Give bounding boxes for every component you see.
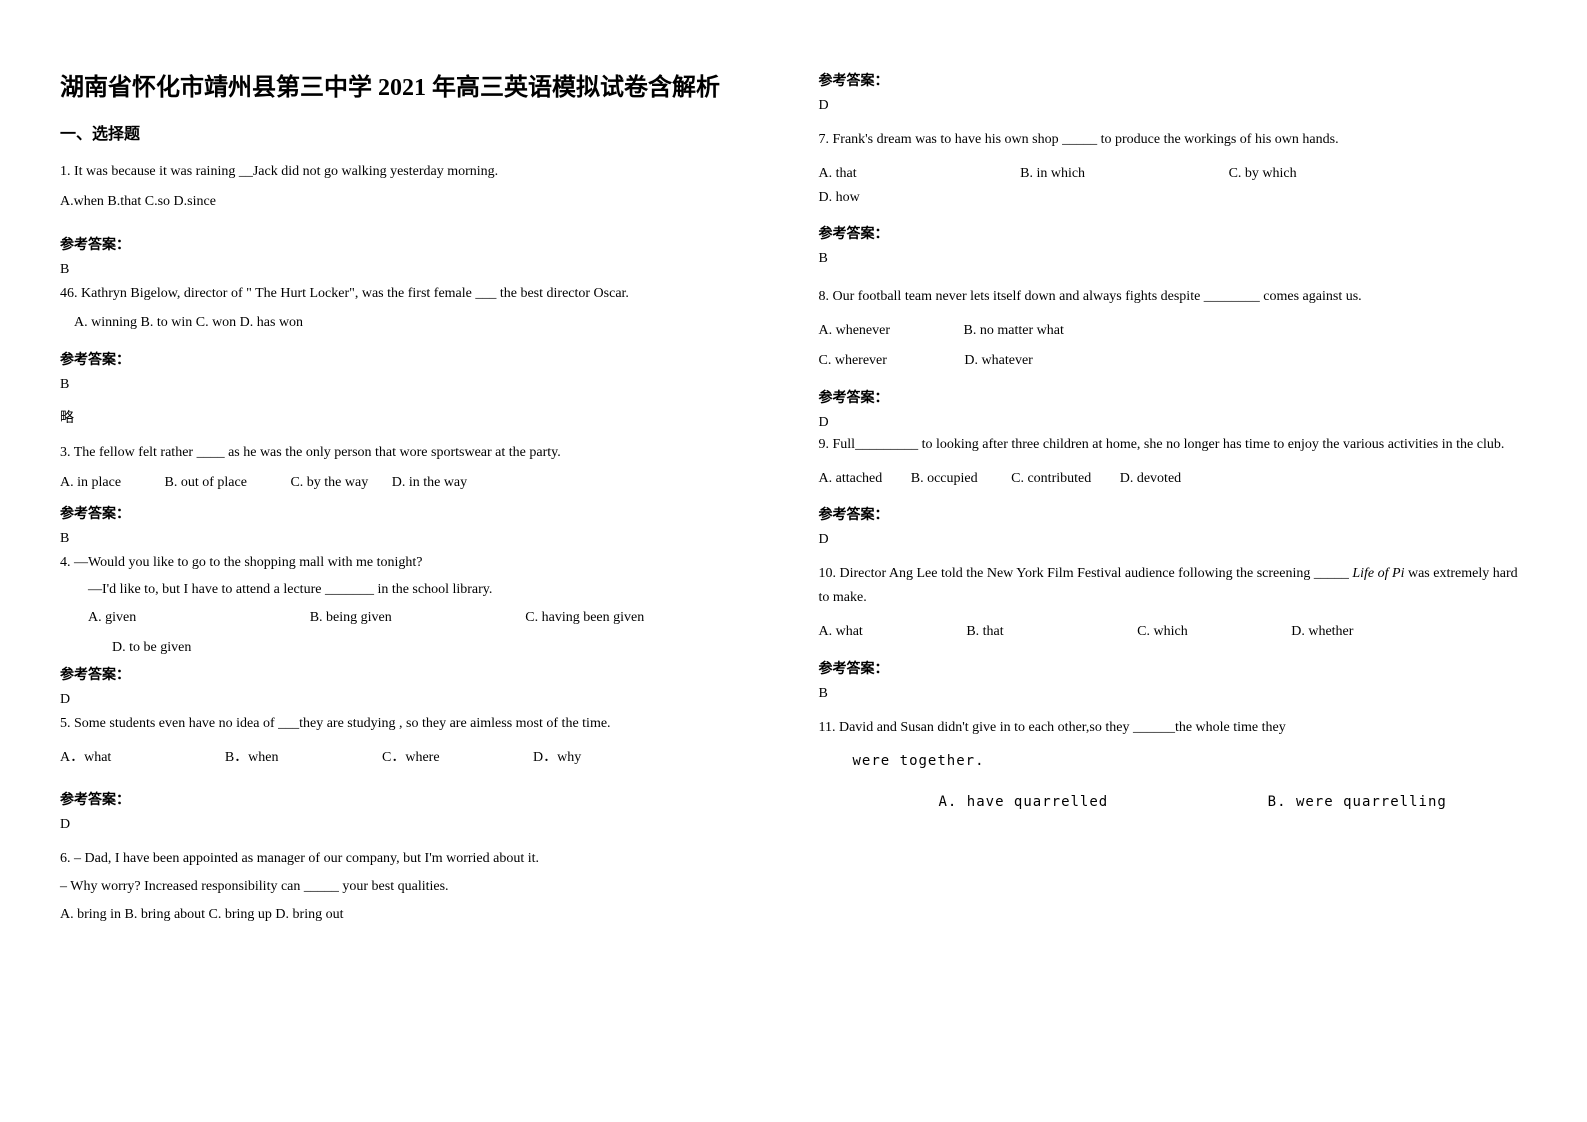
- answer-label: 参考答案：: [60, 234, 769, 254]
- q5-opt-b: B．when: [225, 746, 279, 770]
- q4-answer: D: [60, 692, 769, 708]
- q10-answer: B: [819, 686, 1528, 702]
- q8-options-row2: C. wherever D. whatever: [819, 349, 1528, 373]
- q9-text: 9. Full_________ to looking after three …: [819, 433, 1528, 457]
- q10-text: 10. Director Ang Lee told the New York F…: [819, 562, 1528, 610]
- q7-opt-d: D. how: [819, 186, 860, 210]
- q8-opt-b: B. no matter what: [964, 319, 1064, 343]
- q10-part1: 10. Director Ang Lee told the New York F…: [819, 566, 1353, 581]
- answer-label: 参考答案：: [60, 503, 769, 523]
- q10-italic: Life of Pi: [1352, 566, 1404, 581]
- q10-opt-a: A. what: [819, 620, 863, 644]
- q9-opt-b: B. occupied: [911, 467, 978, 491]
- answer-label: 参考答案：: [819, 504, 1528, 524]
- q11-opt-a: A. have quarrelled: [939, 791, 1109, 815]
- q2-text: 46. Kathryn Bigelow, director of " The H…: [60, 282, 769, 306]
- q3-text: 3. The fellow felt rather ____ as he was…: [60, 441, 769, 465]
- right-column: 参考答案： D 7. Frank's dream was to have his…: [819, 70, 1528, 1052]
- q4-opt-b: B. being given: [310, 606, 392, 630]
- q8-opt-a: A. whenever: [819, 319, 891, 343]
- answer-label: 参考答案：: [60, 664, 769, 684]
- q4-options-row1: A. given B. being given C. having been g…: [60, 606, 769, 630]
- q11-line2: were together.: [819, 750, 1528, 774]
- q9-opt-a: A. attached: [819, 467, 883, 491]
- q4-opt-c: C. having been given: [525, 606, 644, 630]
- section-heading: 一、选择题: [60, 120, 769, 144]
- q1-answer: B: [60, 262, 769, 278]
- q7-text: 7. Frank's dream was to have his own sho…: [819, 128, 1528, 152]
- answer-label: 参考答案：: [819, 658, 1528, 678]
- q5-opt-d: D．why: [533, 746, 581, 770]
- q3-opt-c: C. by the way: [290, 471, 368, 495]
- q5-opt-c: C．where: [382, 746, 440, 770]
- q2-options: A. winning B. to win C. won D. has won: [74, 311, 769, 335]
- q5-options: A．what B．when C．where D．why: [60, 746, 769, 770]
- q6-options: A. bring in B. bring about C. bring up D…: [60, 903, 769, 927]
- q7-opt-c: C. by which: [1229, 162, 1297, 186]
- q10-opt-d: D. whether: [1291, 620, 1353, 644]
- q9-answer: D: [819, 532, 1528, 548]
- answer-label: 参考答案：: [819, 70, 1528, 90]
- answer-label: 参考答案：: [60, 349, 769, 369]
- q8-options-row1: A. whenever B. no matter what: [819, 319, 1528, 343]
- q7-options: A. that B. in which C. by which D. how: [819, 162, 1528, 210]
- q11-opt-b: B. were quarrelling: [1268, 791, 1447, 815]
- page: 湖南省怀化市靖州县第三中学 2021 年高三英语模拟试卷含解析 一、选择题 1.…: [0, 0, 1587, 1122]
- q1-text: 1. It was because it was raining __Jack …: [60, 160, 769, 184]
- q5-opt-a: A．what: [60, 746, 111, 770]
- q7-answer: B: [819, 251, 1528, 267]
- answer-label: 参考答案：: [819, 387, 1528, 407]
- q6-line2: – Why worry? Increased responsibility ca…: [60, 875, 769, 899]
- q8-opt-d: D. whatever: [964, 349, 1032, 373]
- q8-opt-c: C. wherever: [819, 349, 887, 373]
- q4-line2: —I'd like to, but I have to attend a lec…: [60, 578, 769, 602]
- q6-text: 6. – Dad, I have been appointed as manag…: [60, 847, 769, 871]
- exam-title: 湖南省怀化市靖州县第三中学 2021 年高三英语模拟试卷含解析: [60, 70, 769, 106]
- omit-text: 略: [60, 407, 769, 431]
- q3-opt-d: D. in the way: [392, 471, 467, 495]
- q1-options: A.when B.that C.so D.since: [60, 190, 769, 214]
- q11-options: A. have quarrelled B. were quarrelling: [819, 791, 1528, 815]
- q9-options: A. attached B. occupied C. contributed D…: [819, 467, 1528, 491]
- q8-answer: D: [819, 415, 1528, 431]
- q3-opt-a: A. in place: [60, 471, 121, 495]
- q5-text: 5. Some students even have no idea of __…: [60, 712, 769, 736]
- q4-text: 4. —Would you like to go to the shopping…: [60, 551, 769, 575]
- q9-opt-c: C. contributed: [1011, 467, 1091, 491]
- q4-opt-a: A. given: [88, 606, 136, 630]
- q6-answer: D: [819, 98, 1528, 114]
- q10-opt-b: B. that: [966, 620, 1003, 644]
- q9-opt-d: D. devoted: [1120, 467, 1181, 491]
- answer-label: 参考答案：: [60, 789, 769, 809]
- q7-opt-b: B. in which: [1020, 162, 1085, 186]
- q4-opt-d: D. to be given: [112, 636, 191, 660]
- q7-opt-a: A. that: [819, 162, 857, 186]
- q4-options-row2: D. to be given: [60, 636, 769, 660]
- left-column: 湖南省怀化市靖州县第三中学 2021 年高三英语模拟试卷含解析 一、选择题 1.…: [60, 70, 769, 1052]
- q3-opt-b: B. out of place: [165, 471, 247, 495]
- q11-text: 11. David and Susan didn't give in to ea…: [819, 716, 1528, 740]
- q2-answer: B: [60, 377, 769, 393]
- q3-options: A. in place B. out of place C. by the wa…: [60, 471, 769, 495]
- q3-answer: B: [60, 531, 769, 547]
- q8-text: 8. Our football team never lets itself d…: [819, 285, 1528, 309]
- answer-label: 参考答案：: [819, 223, 1528, 243]
- q10-options: A. what B. that C. which D. whether: [819, 620, 1528, 644]
- q10-opt-c: C. which: [1137, 620, 1188, 644]
- q5-answer: D: [60, 817, 769, 833]
